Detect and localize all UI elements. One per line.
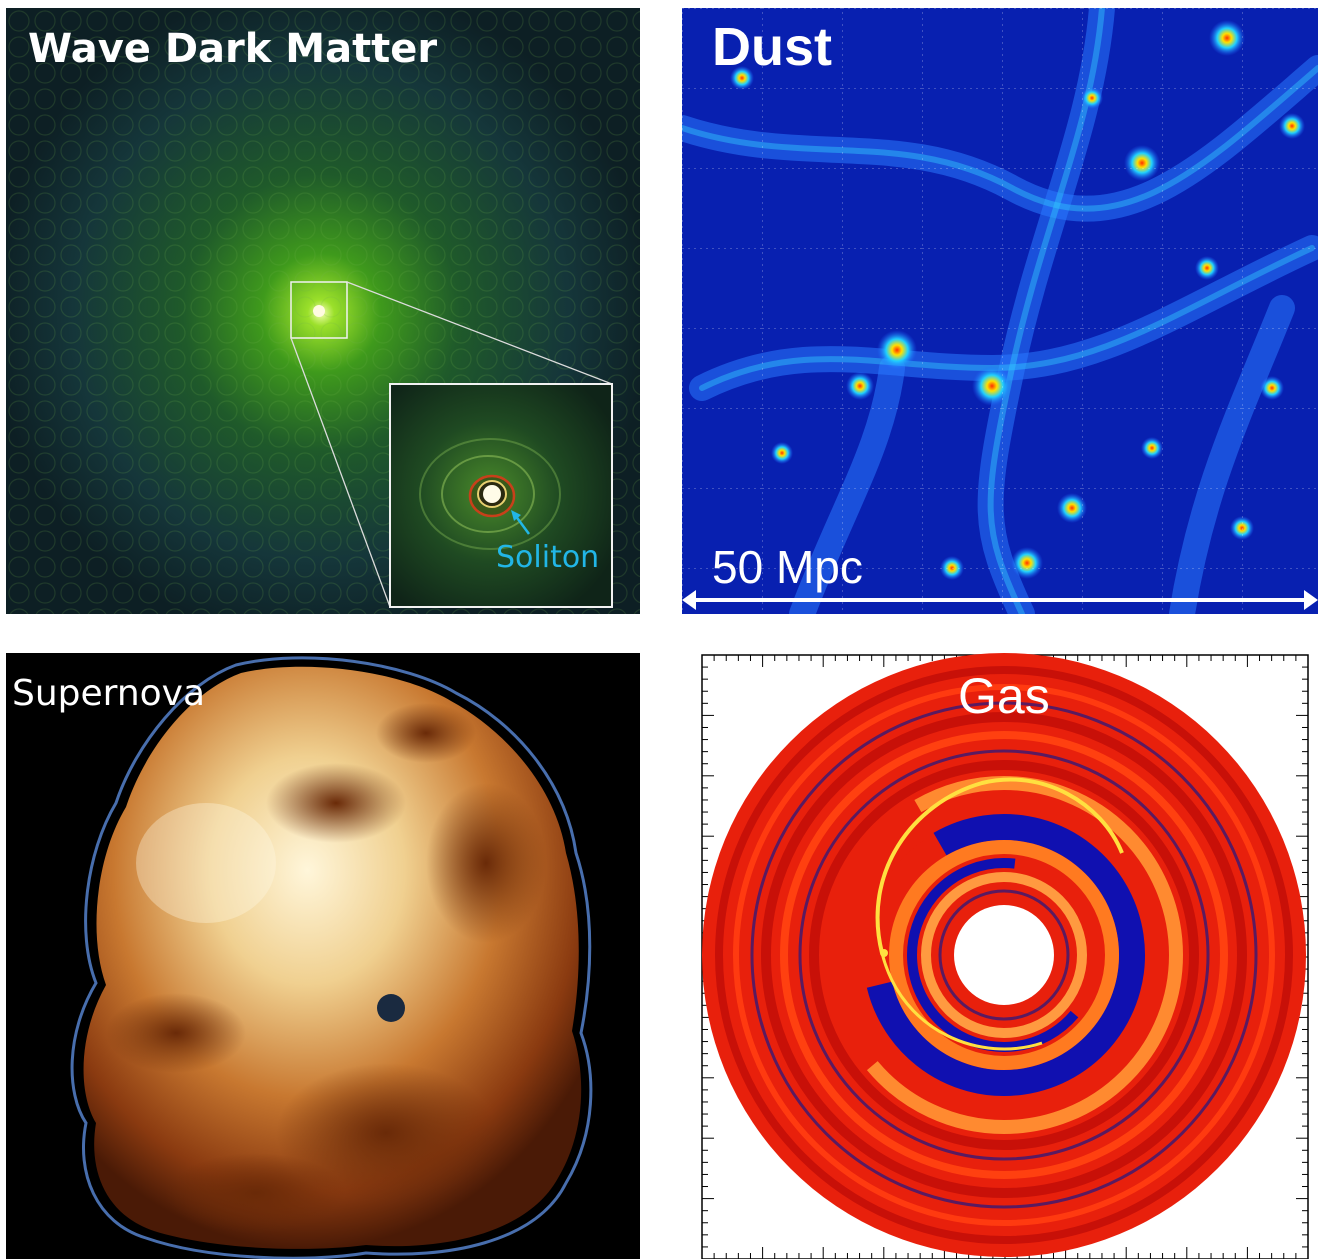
wave-dark-matter-title: Wave Dark Matter xyxy=(28,26,438,72)
scale-bar-label: 50 Mpc xyxy=(712,541,863,593)
gas-title: Gas xyxy=(958,668,1050,724)
dust-title: Dust xyxy=(712,17,832,77)
wave-dark-matter-panel: Wave Dark Matter Soliton xyxy=(6,8,640,614)
dust-panel: Dust 50 Mpc xyxy=(682,8,1318,614)
soliton-inset xyxy=(389,383,613,608)
soliton-label: Soliton xyxy=(496,540,600,575)
gas-image xyxy=(701,653,1309,1259)
dust-image xyxy=(682,8,1318,614)
supernova-panel: Supernova xyxy=(6,653,640,1259)
wave-dark-matter-image xyxy=(6,8,640,614)
supernova-title: Supernova xyxy=(12,673,206,714)
supernova-image xyxy=(6,653,640,1259)
gas-disk xyxy=(702,653,1306,1257)
gas-panel: Gas xyxy=(682,653,1318,1259)
